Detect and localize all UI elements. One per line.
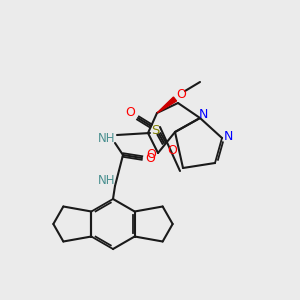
Text: N: N xyxy=(198,109,208,122)
Text: S: S xyxy=(151,124,159,136)
Polygon shape xyxy=(157,97,176,113)
Text: O: O xyxy=(145,152,155,164)
Text: O: O xyxy=(176,88,186,100)
Text: O: O xyxy=(125,106,135,118)
Text: NH: NH xyxy=(98,173,116,187)
Text: N: N xyxy=(223,130,233,142)
Text: O: O xyxy=(167,143,177,157)
Text: O: O xyxy=(146,148,156,161)
Text: NH: NH xyxy=(98,131,116,145)
